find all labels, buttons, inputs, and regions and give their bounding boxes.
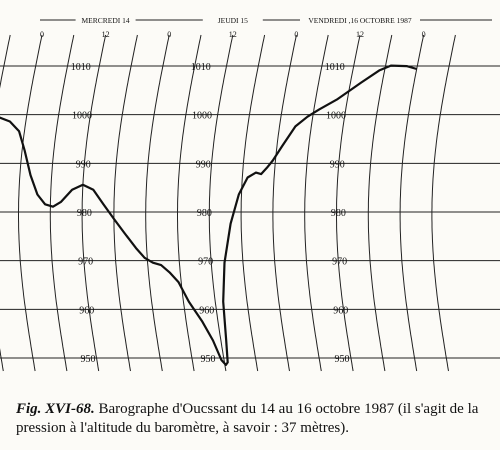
hour-tick-label: 12: [229, 30, 237, 39]
day-label: JEUDI 15: [218, 16, 248, 25]
pressure-trace: [0, 64, 418, 366]
day-label-bg: [300, 13, 420, 25]
pressure-line: [0, 64, 418, 366]
day-label-bg: [75, 13, 136, 25]
time-gridline: [177, 34, 202, 372]
hour-tick-label: 12: [102, 30, 110, 39]
time-gridline: [304, 34, 329, 372]
pressure-tick-label: 960: [199, 305, 214, 316]
caption-text: Barographe d'Oucssant du 14 au 16 octobr…: [16, 401, 479, 436]
pressure-tick-label: 950: [335, 354, 350, 365]
pressure-tick-label: 970: [332, 257, 347, 268]
pressure-tick-label: 1000: [192, 111, 212, 122]
pressure-tick-label: 990: [330, 159, 345, 170]
pressure-tick-label: 1000: [72, 111, 92, 122]
pressure-tick-label: 960: [79, 305, 94, 316]
time-gridline: [81, 34, 107, 372]
hour-tick-label: 0: [422, 30, 426, 39]
hour-tick-label: 12: [356, 30, 364, 39]
pressure-tick-label: 990: [76, 159, 91, 170]
pressure-tick-label: 980: [77, 208, 92, 219]
hour-tick-label: 0: [40, 30, 44, 39]
time-gridline: [49, 34, 75, 372]
time-gridline: [431, 34, 456, 372]
day-header: MERCREDI 14 JEUDI 15 VENDREDI ,16 OCTOBRE …: [40, 13, 492, 39]
pressure-tick-label: 950: [201, 354, 216, 365]
time-gridlines: [0, 34, 456, 372]
time-gridline: [208, 34, 234, 372]
time-gridline: [240, 34, 266, 372]
pressure-tick-label: 980: [331, 208, 346, 219]
figure-caption: Fig. XVI-68. Barographe d'Oucssant du 14…: [16, 400, 494, 438]
pressure-tick-label: 970: [198, 257, 213, 268]
pressure-tick-label: 960: [333, 305, 348, 316]
time-gridline: [367, 34, 393, 372]
time-gridline: [0, 34, 11, 372]
day-label: VENDREDI ,16 OCTOBRE 1987: [308, 16, 411, 25]
time-gridline: [272, 34, 297, 372]
time-gridline: [145, 34, 170, 372]
figure-label: Fig. XVI-68.: [16, 401, 95, 417]
day-label: MERCREDI 14: [82, 16, 130, 25]
barograph-chart: MERCREDI 14 JEUDI 15 VENDREDI ,16 OCTOBRE …: [0, 13, 500, 372]
pressure-tick-label: 1000: [326, 111, 346, 122]
time-gridline: [399, 34, 425, 372]
pressure-tick-labels: 1010 1010 1010 1000 1000 1000 990 990 990 980 980 9…: [71, 62, 350, 365]
pressure-tick-label: 1010: [325, 62, 345, 73]
pressure-tick-label: 950: [81, 354, 96, 365]
pressure-tick-label: 990: [196, 159, 211, 170]
time-gridline: [18, 34, 43, 372]
pressure-tick-label: 1010: [191, 62, 211, 73]
day-label-bg: [202, 13, 263, 25]
hour-tick-label: 0: [167, 30, 171, 39]
time-gridline: [113, 34, 138, 372]
pressure-tick-label: 1010: [71, 62, 91, 73]
hour-tick-label: 0: [294, 30, 298, 39]
pressure-tick-label: 970: [78, 257, 93, 268]
pressure-tick-label: 980: [197, 208, 212, 219]
